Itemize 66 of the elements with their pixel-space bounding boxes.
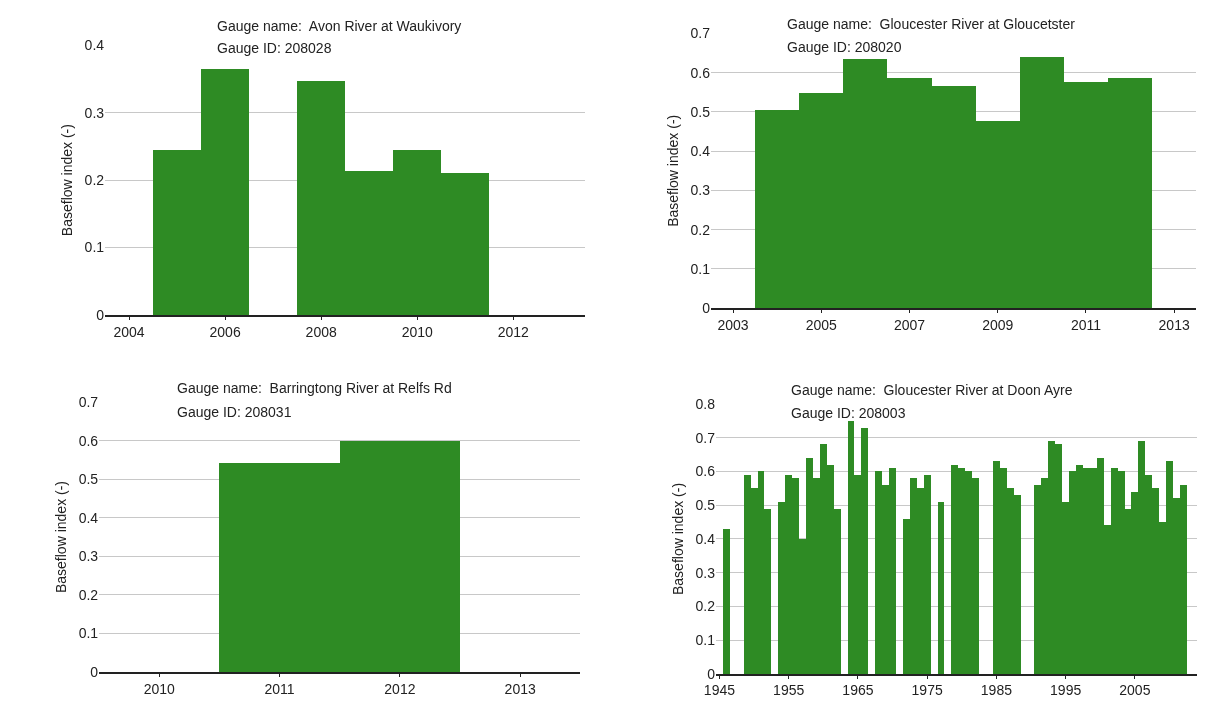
y-tick-label: 0.2 xyxy=(690,221,711,238)
chart-subtitle: Gauge ID: 208028 xyxy=(217,40,332,56)
y-tick-label: 0.1 xyxy=(695,632,716,649)
y-tick-label: 0 xyxy=(707,665,716,682)
y-tick-label: 0.1 xyxy=(690,260,711,277)
chart-subtitle: Gauge ID: 208031 xyxy=(177,404,292,420)
chart-title: Gauge name: Gloucester River at Doon Ayre xyxy=(791,382,1073,398)
y-axis-title: Baseflow index (-) xyxy=(665,114,682,227)
y-tick-label: 0.5 xyxy=(695,497,716,514)
y-tick-label: 0.3 xyxy=(84,104,105,121)
y-tick-label: 0.3 xyxy=(690,182,711,199)
y-tick-label: 0.3 xyxy=(695,564,716,581)
y-tick-label: 0 xyxy=(90,663,99,680)
x-tick-label: 2005 xyxy=(1119,682,1151,699)
x-tick-label: 1985 xyxy=(980,682,1013,699)
x-tick-label: 2003 xyxy=(717,316,749,333)
x-tick-label: 1965 xyxy=(842,682,874,699)
x-tick-label: 2011 xyxy=(264,680,295,697)
x-tick-label: 2008 xyxy=(305,323,337,340)
x-tick-label: 2006 xyxy=(209,323,241,340)
y-tick-label: 0.7 xyxy=(695,429,716,446)
y-tick-label: 0.6 xyxy=(78,432,99,449)
y-tick-label: 0.8 xyxy=(695,395,716,412)
x-tick-label: 2007 xyxy=(893,316,926,333)
chart-subtitle: Gauge ID: 208020 xyxy=(787,39,902,55)
x-tick-label: 1975 xyxy=(911,682,943,699)
y-tick-label: 0.4 xyxy=(84,37,105,54)
y-tick-label: 0 xyxy=(702,300,711,317)
x-tick-label: 1945 xyxy=(703,682,736,699)
y-axis-title: Baseflow index (-) xyxy=(53,480,70,594)
x-tick-label: 2010 xyxy=(401,323,433,340)
y-axis-title: Baseflow index (-) xyxy=(670,482,687,595)
x-tick-label: 2013 xyxy=(504,680,536,697)
x-tick-label: 2012 xyxy=(384,680,416,697)
y-tick-label: 0.7 xyxy=(690,25,711,42)
bar xyxy=(722,529,730,674)
bar xyxy=(937,502,944,674)
y-tick-label: 0.6 xyxy=(690,64,711,81)
y-tick-label: 0.2 xyxy=(695,598,716,615)
x-tick-label: 2012 xyxy=(497,323,530,340)
x-tick-label: 2004 xyxy=(113,323,145,340)
chart-title: Gauge name: Avon River at Waukivory xyxy=(217,18,462,34)
chart-title: Gauge name: Barringtong River at Relfs Rd xyxy=(177,380,452,396)
chart-subtitle: Gauge ID: 208003 xyxy=(791,405,906,421)
x-tick-label: 2005 xyxy=(805,316,838,333)
x-tick-label: 2010 xyxy=(143,680,176,697)
y-tick-label: 0.5 xyxy=(690,103,711,120)
chart-title: Gauge name: Gloucester River at Gloucetster xyxy=(787,16,1076,32)
y-tick-label: 0.2 xyxy=(78,586,99,603)
y-axis-title: Baseflow index (-) xyxy=(59,124,76,237)
x-tick-label: 2013 xyxy=(1158,316,1190,333)
y-tick-label: 0.2 xyxy=(84,172,105,188)
x-tick-label: 1955 xyxy=(773,682,805,699)
y-tick-label: 0.1 xyxy=(84,239,105,256)
y-tick-label: 0.4 xyxy=(690,143,711,160)
x-tick-label: 1995 xyxy=(1050,682,1082,699)
y-tick-label: 0.3 xyxy=(78,548,99,565)
x-tick-label: 2009 xyxy=(982,316,1014,333)
y-tick-label: 0.1 xyxy=(78,625,99,642)
y-tick-label: 0.6 xyxy=(695,463,716,480)
x-tick-label: 2011 xyxy=(1070,316,1102,333)
y-tick-label: 0.4 xyxy=(695,530,716,547)
y-tick-label: 0.4 xyxy=(78,509,99,526)
y-tick-label: 0.7 xyxy=(78,393,99,410)
y-tick-label: 0.5 xyxy=(78,471,99,488)
y-tick-label: 0 xyxy=(96,306,105,323)
